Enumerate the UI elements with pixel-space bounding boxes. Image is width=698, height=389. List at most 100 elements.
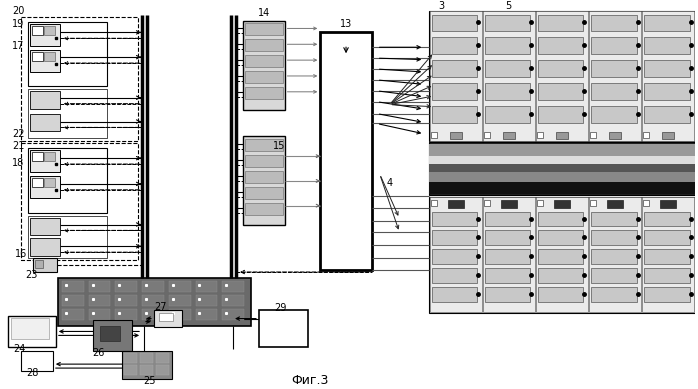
Bar	[538, 212, 584, 226]
Bar	[485, 60, 530, 77]
Bar	[536, 11, 588, 141]
Bar	[142, 295, 164, 306]
Text: 13: 13	[340, 19, 352, 30]
Bar	[483, 11, 535, 141]
Bar	[591, 230, 637, 245]
Bar	[501, 200, 517, 208]
Bar	[591, 212, 637, 226]
Bar	[591, 83, 637, 100]
Bar	[30, 25, 60, 46]
Bar	[62, 295, 84, 306]
Bar	[536, 197, 588, 312]
Bar	[93, 320, 132, 351]
Bar	[30, 150, 60, 172]
Bar	[538, 287, 584, 302]
Bar	[644, 106, 690, 123]
Text: 25: 25	[144, 376, 156, 386]
Bar	[660, 200, 676, 208]
Bar	[32, 52, 43, 61]
Bar	[222, 295, 244, 306]
Bar	[115, 281, 137, 292]
Bar	[430, 197, 482, 312]
Bar	[644, 212, 690, 226]
Bar	[156, 365, 169, 375]
Bar	[195, 308, 217, 320]
Bar	[485, 106, 530, 123]
Bar	[485, 268, 530, 283]
Text: 16: 16	[15, 249, 27, 259]
Bar	[115, 308, 137, 320]
Bar	[432, 106, 477, 123]
Bar	[62, 281, 84, 292]
Bar	[538, 14, 584, 32]
Text: 26: 26	[93, 348, 105, 358]
Bar	[644, 14, 690, 32]
Bar	[122, 351, 172, 379]
Bar	[30, 114, 60, 131]
Bar	[429, 144, 695, 156]
Bar	[30, 50, 60, 72]
Text: 14: 14	[258, 8, 270, 18]
Bar	[245, 155, 283, 167]
Bar	[429, 172, 695, 182]
Bar	[142, 281, 164, 292]
Text: 29: 29	[274, 303, 287, 313]
Bar	[222, 281, 244, 292]
Bar	[30, 238, 60, 256]
Bar	[431, 200, 437, 206]
Bar	[245, 203, 283, 215]
Bar	[89, 308, 110, 320]
Text: 24: 24	[13, 344, 26, 354]
Bar	[589, 197, 641, 312]
Bar	[644, 230, 690, 245]
Bar	[644, 132, 649, 138]
Bar	[591, 287, 637, 302]
Bar	[169, 295, 191, 306]
Text: 18: 18	[12, 158, 24, 168]
Bar	[28, 148, 107, 213]
Bar	[429, 197, 695, 313]
Bar	[259, 310, 309, 347]
Bar	[484, 132, 490, 138]
Bar	[44, 26, 55, 35]
Bar	[431, 132, 437, 138]
Text: 15: 15	[272, 141, 285, 151]
Bar	[591, 268, 637, 283]
Bar	[429, 156, 695, 164]
Bar	[538, 249, 584, 264]
Bar	[21, 143, 138, 260]
Bar	[644, 287, 690, 302]
Bar	[429, 182, 695, 194]
Bar	[448, 200, 463, 208]
Text: 3: 3	[438, 1, 444, 11]
Bar	[30, 217, 60, 235]
Bar	[554, 200, 570, 208]
Bar	[28, 21, 107, 86]
Bar	[591, 60, 637, 77]
Text: 5: 5	[505, 1, 512, 11]
Text: 4: 4	[387, 178, 393, 188]
Bar	[450, 132, 461, 139]
Bar	[642, 197, 694, 312]
Text: 23: 23	[25, 270, 37, 280]
Bar	[429, 164, 695, 172]
Bar	[159, 313, 172, 321]
Bar	[35, 260, 43, 268]
Bar	[430, 11, 482, 141]
Bar	[432, 212, 477, 226]
Bar	[429, 142, 695, 195]
Bar	[644, 83, 690, 100]
Text: 19: 19	[12, 19, 24, 30]
Bar	[537, 200, 543, 206]
Bar	[485, 37, 530, 54]
Bar	[538, 83, 584, 100]
Bar	[30, 91, 60, 109]
Bar	[195, 281, 217, 292]
Bar	[538, 60, 584, 77]
Bar	[485, 249, 530, 264]
Bar	[245, 139, 283, 151]
Bar	[591, 200, 596, 206]
Bar	[245, 39, 283, 51]
Bar	[644, 60, 690, 77]
Bar	[156, 353, 169, 363]
